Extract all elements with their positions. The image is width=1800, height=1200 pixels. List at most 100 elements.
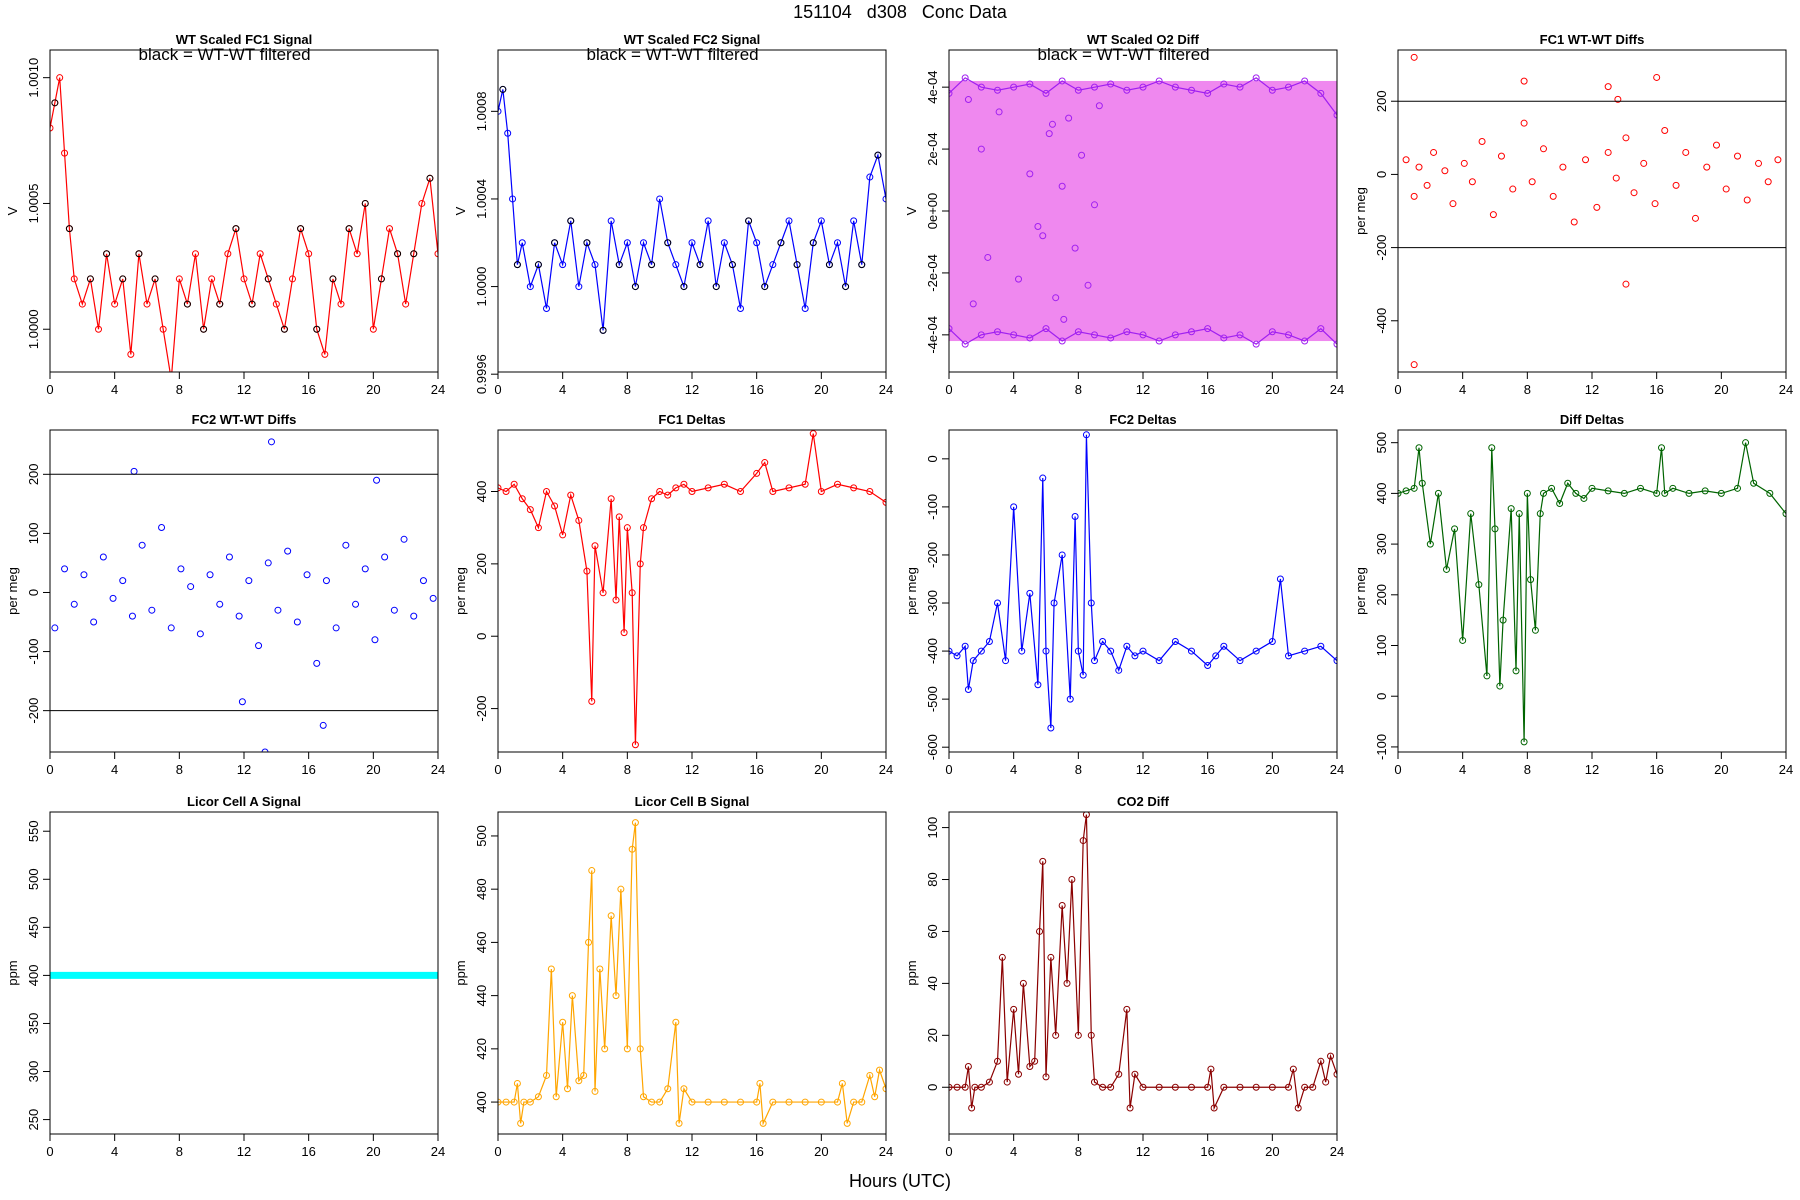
y-tick-label: 300 bbox=[1374, 533, 1389, 555]
data-point bbox=[426, 174, 434, 182]
data-point bbox=[769, 488, 777, 496]
y-axis-label: per meg bbox=[5, 567, 20, 615]
y-tick-label: 460 bbox=[474, 932, 489, 954]
x-tick-label: 4 bbox=[111, 1144, 118, 1159]
x-tick-label: 20 bbox=[814, 382, 828, 397]
data-point bbox=[704, 1098, 712, 1106]
data-point bbox=[1489, 211, 1497, 219]
series-line-signal bbox=[498, 89, 886, 331]
data-point bbox=[1488, 444, 1496, 452]
y-tick-label: 100 bbox=[1374, 635, 1389, 657]
data-point bbox=[977, 647, 985, 655]
data-point bbox=[1782, 510, 1786, 518]
data-point bbox=[361, 565, 369, 573]
y-tick-label: -100 bbox=[26, 639, 41, 665]
data-point bbox=[119, 275, 127, 283]
data-point bbox=[1126, 1104, 1134, 1112]
data-point bbox=[329, 275, 337, 283]
data-point bbox=[1661, 489, 1669, 497]
data-point bbox=[1682, 148, 1690, 156]
data-point bbox=[596, 965, 604, 973]
data-point bbox=[559, 261, 567, 269]
data-point bbox=[1204, 661, 1212, 669]
data-point bbox=[1294, 1104, 1302, 1112]
data-point bbox=[1441, 167, 1449, 175]
data-point bbox=[583, 239, 591, 247]
data-point bbox=[1418, 479, 1426, 487]
data-point bbox=[969, 657, 977, 665]
data-point bbox=[255, 642, 263, 650]
data-point bbox=[51, 99, 59, 107]
x-tick-label: 16 bbox=[1200, 382, 1214, 397]
data-point bbox=[127, 350, 135, 358]
data-point bbox=[361, 199, 369, 207]
x-tick-label: 20 bbox=[366, 1144, 380, 1159]
x-tick-label: 8 bbox=[176, 1144, 183, 1159]
data-point bbox=[656, 488, 664, 496]
data-point bbox=[607, 495, 615, 503]
data-point bbox=[1084, 281, 1092, 289]
data-point bbox=[882, 195, 886, 203]
data-point bbox=[371, 636, 379, 644]
data-point bbox=[588, 697, 596, 705]
data-point bbox=[567, 217, 575, 225]
data-point bbox=[640, 239, 647, 247]
data-point bbox=[1333, 340, 1337, 348]
y-tick-label: 500 bbox=[26, 868, 41, 890]
data-point bbox=[769, 261, 777, 269]
data-point bbox=[1082, 812, 1090, 819]
data-point bbox=[159, 325, 167, 333]
data-point bbox=[801, 304, 809, 312]
y-tick-label: 0 bbox=[474, 633, 489, 640]
x-tick-label: 12 bbox=[1136, 382, 1150, 397]
chart-fc2diffs: FC2 WT-WT Diffs 0 4 8 12 16 20 24 -200 -100 0 100 20… bbox=[5, 412, 445, 777]
data-point bbox=[615, 513, 623, 521]
data-point bbox=[1483, 672, 1491, 680]
y-axis-label: per meg bbox=[1353, 187, 1368, 235]
data-point bbox=[238, 698, 246, 706]
data-point bbox=[977, 1083, 985, 1091]
data-point bbox=[672, 1018, 680, 1026]
plot-area bbox=[50, 74, 438, 372]
y-axis-label: V bbox=[904, 206, 919, 215]
data-point bbox=[498, 1098, 502, 1106]
y-tick-label: -400 bbox=[1374, 308, 1389, 334]
data-point bbox=[995, 108, 1003, 116]
data-point bbox=[70, 275, 78, 283]
data-point bbox=[1527, 576, 1535, 584]
data-point bbox=[1026, 589, 1034, 597]
data-point bbox=[1204, 89, 1212, 97]
data-point bbox=[1065, 114, 1073, 122]
data-point bbox=[381, 553, 389, 561]
data-point bbox=[513, 1079, 521, 1087]
data-point bbox=[1052, 294, 1060, 302]
data-point bbox=[680, 283, 688, 291]
data-point bbox=[834, 480, 841, 488]
data-point bbox=[1540, 489, 1547, 497]
x-tick-label: 16 bbox=[749, 1144, 763, 1159]
data-point bbox=[1010, 83, 1018, 91]
y-tick-label: 40 bbox=[925, 976, 940, 990]
data-point bbox=[56, 74, 64, 82]
chart-title: FC2 Deltas bbox=[1109, 412, 1176, 427]
data-point bbox=[850, 1098, 858, 1106]
data-point bbox=[850, 484, 858, 492]
data-point bbox=[543, 488, 550, 496]
series-line-deltas bbox=[498, 433, 886, 745]
data-point bbox=[599, 326, 607, 334]
data-point bbox=[130, 467, 138, 475]
data-point bbox=[1451, 525, 1459, 533]
data-point bbox=[256, 250, 264, 258]
y-tick-label: 200 bbox=[26, 463, 41, 485]
data-point bbox=[1443, 565, 1450, 573]
data-point bbox=[402, 300, 410, 308]
data-point bbox=[1204, 325, 1212, 333]
plot-area bbox=[949, 74, 1337, 348]
data-point bbox=[1087, 1031, 1095, 1039]
plot-area bbox=[949, 431, 1337, 732]
data-point bbox=[994, 599, 1001, 607]
y-tick-label: -200 bbox=[474, 696, 489, 722]
data-point bbox=[248, 300, 256, 308]
data-point bbox=[1512, 667, 1520, 675]
plot-frame bbox=[1397, 429, 1787, 753]
